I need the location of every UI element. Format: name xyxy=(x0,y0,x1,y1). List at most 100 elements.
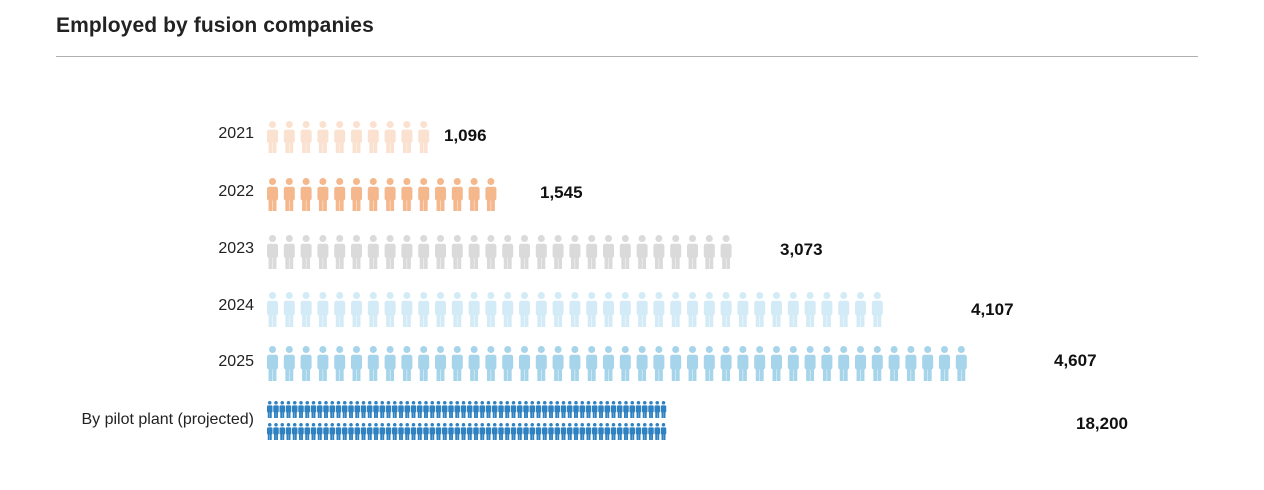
person-icon xyxy=(435,423,442,440)
person-icon xyxy=(435,401,442,418)
person-icon xyxy=(535,346,547,381)
row-value-2022: 1,545 xyxy=(540,183,583,202)
person-icon xyxy=(598,423,604,440)
person-icon xyxy=(567,423,573,440)
person-icon xyxy=(323,401,329,418)
person-icon xyxy=(273,423,279,440)
person-icon xyxy=(342,401,348,418)
person-icon xyxy=(334,121,346,153)
person-icon xyxy=(360,401,367,418)
person-icon xyxy=(586,346,598,381)
person-icon xyxy=(379,401,385,418)
person-icon xyxy=(418,235,430,269)
person-icon xyxy=(335,423,342,440)
person-icon xyxy=(552,235,564,269)
person-icon xyxy=(648,423,654,440)
person-icon xyxy=(267,292,278,327)
title-divider xyxy=(56,56,1198,57)
person-icon xyxy=(267,121,278,153)
person-icon xyxy=(367,292,379,327)
row-label-2023: 2023 xyxy=(218,240,254,257)
person-icon xyxy=(492,401,498,418)
person-icon xyxy=(354,423,360,440)
person-icon xyxy=(754,346,766,381)
person-icon xyxy=(592,423,598,440)
person-icon xyxy=(771,292,782,327)
person-icon xyxy=(617,423,623,440)
person-icon xyxy=(448,401,454,418)
person-icon xyxy=(285,401,292,418)
person-icon xyxy=(334,346,346,381)
person-icon xyxy=(754,292,766,327)
person-icon xyxy=(451,178,463,211)
person-icon xyxy=(523,401,529,418)
person-icon xyxy=(300,235,312,269)
person-icon xyxy=(955,346,967,381)
row-value-2021: 1,096 xyxy=(444,126,487,145)
person-icon xyxy=(529,423,535,440)
row-value-2023: 3,073 xyxy=(780,240,823,259)
person-icon xyxy=(467,423,473,440)
person-icon xyxy=(510,401,517,418)
person-icon xyxy=(334,178,346,211)
person-icon xyxy=(535,423,542,440)
person-icon xyxy=(922,346,934,381)
person-icon xyxy=(401,178,413,211)
person-icon xyxy=(398,401,404,418)
person-icon xyxy=(392,423,398,440)
person-icon xyxy=(298,401,304,418)
person-icon xyxy=(720,292,732,327)
person-icon xyxy=(485,423,492,440)
person-icon xyxy=(504,423,510,440)
person-icon xyxy=(703,235,715,269)
person-icon xyxy=(454,423,460,440)
person-icon xyxy=(342,423,348,440)
person-icon xyxy=(385,401,392,418)
person-icon xyxy=(367,346,379,381)
row-value-2024: 4,107 xyxy=(971,300,1014,319)
person-icon xyxy=(329,401,335,418)
person-icon xyxy=(787,346,799,381)
person-icon xyxy=(267,346,278,381)
person-icon xyxy=(687,346,698,381)
person-icon xyxy=(335,401,342,418)
person-icon xyxy=(636,292,648,327)
person-icon xyxy=(629,423,635,440)
person-icon xyxy=(670,346,682,381)
person-icon xyxy=(510,423,517,440)
person-icon xyxy=(467,401,473,418)
person-icon xyxy=(535,292,547,327)
person-icon xyxy=(367,401,373,418)
row-value-pilot-plant: 18,200 xyxy=(1076,414,1128,433)
row-label-2022: 2022 xyxy=(218,183,254,200)
person-icon xyxy=(485,292,497,327)
row-label-pilot-plant: By pilot plant (projected) xyxy=(81,411,254,428)
person-icon xyxy=(479,401,485,418)
person-icon xyxy=(592,401,598,418)
person-icon xyxy=(479,423,485,440)
person-icon xyxy=(498,401,504,418)
person-icon xyxy=(279,401,285,418)
person-icon xyxy=(351,178,362,211)
person-icon xyxy=(451,235,463,269)
person-icon xyxy=(379,423,385,440)
person-icon xyxy=(367,235,379,269)
person-icon xyxy=(398,423,404,440)
person-icon xyxy=(619,235,631,269)
person-icon xyxy=(485,235,497,269)
person-icon xyxy=(267,401,273,418)
person-icon xyxy=(560,423,567,440)
person-icon xyxy=(473,423,479,440)
person-icon xyxy=(410,401,417,418)
person-icon xyxy=(585,423,592,440)
person-icon xyxy=(939,346,950,381)
person-icon xyxy=(519,346,530,381)
person-icon xyxy=(310,423,317,440)
person-icon xyxy=(502,292,514,327)
person-icon xyxy=(604,401,610,418)
person-icon xyxy=(552,292,564,327)
person-icon xyxy=(569,235,581,269)
person-icon xyxy=(348,401,354,418)
person-icon xyxy=(554,401,560,418)
